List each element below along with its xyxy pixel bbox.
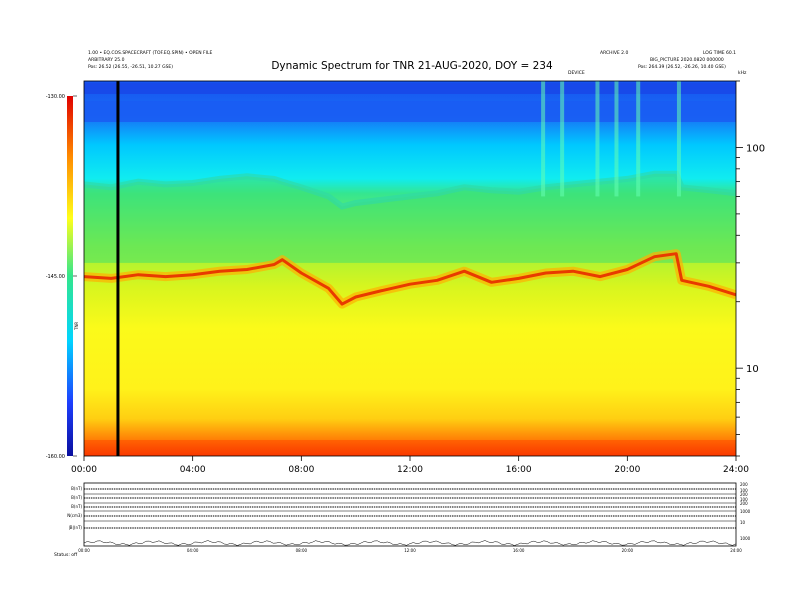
- header-left-line-3: Pos: 26.52 (26.55, -26.51, 10.27 GSE): [88, 64, 173, 70]
- burst-streak: [541, 81, 546, 197]
- bottom-x-tick-label: 16:00: [513, 548, 525, 553]
- bottom-x-tick-label: 08:00: [296, 548, 308, 553]
- colorbar-label: TNR: [74, 322, 79, 331]
- bottom-panel-right-label: 200: [740, 492, 748, 497]
- burst-streak: [636, 81, 641, 197]
- x-tick-label: 12:00: [397, 465, 423, 475]
- feature-line: [84, 252, 736, 306]
- x-tick-label: 24:00: [723, 465, 749, 475]
- burst-streak: [676, 81, 681, 197]
- chart-title: Dynamic Spectrum for TNR 21-AUG-2020, DO…: [271, 60, 553, 72]
- header-right-line-2: LOG TIME 60.1: [703, 50, 736, 56]
- bottom-panel-right-label: 200: [740, 501, 748, 506]
- colorbar: [67, 96, 73, 456]
- second-intense-band: [84, 101, 736, 122]
- x-tick-label: 16:00: [506, 465, 532, 475]
- header-right-line-4: Pos: 264.39 (26.52, -26.26, 10.40 GSE): [638, 64, 726, 70]
- y-tick-label: 100: [746, 143, 765, 154]
- colorbar-tick-label: -160.00: [46, 454, 65, 460]
- header-right-line-3: BIG_PICTURE 2020.0820 000000: [650, 57, 724, 63]
- bottom-panel-right-label: 10: [740, 520, 746, 525]
- top-intense-band: [84, 83, 736, 94]
- low-frequency-band: [84, 440, 736, 456]
- bottom-x-tick-label: 00:00: [78, 548, 90, 553]
- bottom-panels: B(nT)B(nT)B(nT)N(cm3)|B|(nT)200100200100…: [67, 482, 750, 553]
- bottom-x-tick-label: 12:00: [404, 548, 416, 553]
- header-left-line-1: 1.00 • EQ.COS.SPACECRAFT (TOF.EQ.SPIN) •…: [88, 50, 212, 56]
- bottom-panel-label: B(nT): [71, 504, 82, 509]
- bottom-panel-label: N(cm3): [67, 513, 82, 518]
- bottom-panel-label: |B|(nT): [68, 525, 82, 530]
- bottom-panel-right-label: 1000: [740, 509, 751, 514]
- right-top-unit-label: kHz: [738, 70, 747, 76]
- bottom-panel-right-label: 1000: [740, 536, 751, 541]
- bottom-panel-frame: [83, 482, 737, 547]
- y-tick-label: 10: [746, 364, 759, 375]
- time-marker-label: DEVICE: [568, 70, 585, 76]
- burst-streak: [560, 81, 565, 197]
- bottom-x-tick-label: 04:00: [187, 548, 199, 553]
- x-axis: 00:00 04:00 08:00 12:00 16:00 20:00 24:00: [71, 456, 749, 475]
- bottom-x-tick-label: 24:00: [730, 548, 742, 553]
- bottom-panel-right-label: 200: [740, 482, 748, 487]
- colorbar-ticks: -130.00 -145.00 -160.00: [46, 94, 77, 460]
- bottom-x-tick-label: 20:00: [622, 548, 634, 553]
- x-tick-label: 00:00: [71, 465, 97, 475]
- colorbar-tick-label: -130.00: [46, 94, 65, 100]
- y-axis-right: 10 100: [736, 80, 765, 457]
- header-right-line-1: ARCHIVE 2.0: [600, 50, 628, 56]
- bottom-panel-right-label: 100: [740, 497, 748, 502]
- burst-streak: [614, 81, 619, 197]
- cutoff-band-group: [84, 170, 736, 263]
- bottom-panel-right-label: 100: [740, 488, 748, 493]
- x-tick-label: 04:00: [180, 465, 206, 475]
- x-tick-label: 08:00: [288, 465, 314, 475]
- header-left-line-2: ARBITRARY 25.0: [88, 57, 125, 63]
- bottom-panel-label: B(nT): [71, 486, 82, 491]
- bottom-footer-label: Status: off: [54, 552, 78, 558]
- feature-line-group: [84, 249, 736, 309]
- bottom-panel-timeseries: [83, 540, 737, 546]
- cutoff-band-area: [84, 173, 736, 263]
- x-tick-label: 20:00: [614, 465, 640, 475]
- burst-streak: [595, 81, 600, 197]
- spectrogram-plot-area: [84, 81, 736, 456]
- bottom-panel-label: B(nT): [71, 495, 82, 500]
- colorbar-tick-label: -145.00: [46, 274, 65, 280]
- burst-group: [541, 81, 681, 197]
- cutoff-band-edge: [84, 170, 736, 210]
